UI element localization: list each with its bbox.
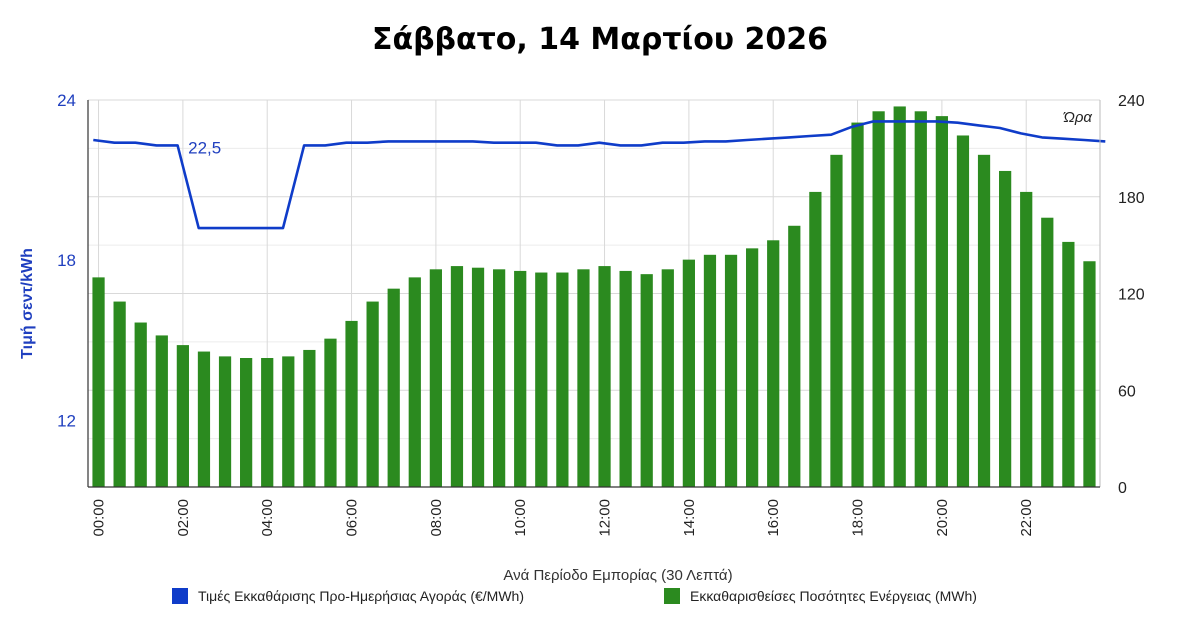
gridlines [88,99,1100,488]
legend-swatch-price [172,588,188,604]
axes [87,100,1101,488]
line-series [93,120,1106,230]
bar [1062,241,1075,487]
bar [345,320,358,487]
bar [366,301,379,487]
legend-label-energy: Εκκαθαρισθείσες Ποσότητες Ενέργειας (MWh… [690,588,977,604]
bar [809,191,822,487]
bar [977,154,991,487]
bar [1020,191,1033,487]
bar [471,267,485,487]
bar [134,322,147,487]
data-label-annotation: 22,5 [188,138,221,157]
bar [493,269,506,487]
x-tick-label: 06:00 [344,499,361,537]
bar [872,111,885,487]
x-tick-label: 08:00 [428,499,445,537]
bar [851,122,864,487]
bar [956,135,970,487]
bar [598,266,611,487]
x-tick-label: 04:00 [259,499,276,537]
y-left-axis-title: Τιμή σεντ/kWh [19,248,36,359]
bar [92,277,105,487]
bar [387,288,400,487]
y-left-tick-label: 12 [57,411,76,430]
bar [240,358,253,487]
bar [577,269,590,487]
bar [197,351,211,487]
x-tick-label: 14:00 [681,499,698,537]
y-left-tick-label: 18 [57,251,76,270]
y-right-tick-label: 240 [1118,93,1145,110]
y-right-tick-label: 60 [1118,383,1136,400]
bar [767,240,780,487]
x-tick-label: 16:00 [765,499,782,537]
bar [1041,217,1054,487]
bar [535,272,548,487]
bar [893,106,906,487]
legend-swatch-energy [664,588,680,604]
y-right-tick-label: 120 [1118,287,1145,304]
bar [408,277,421,487]
bar [450,266,464,487]
price-line [93,120,1106,230]
x-tick-label: 00:00 [91,499,108,537]
chart-title: Σάββατο, 14 Μαρτίου 2026 [371,22,829,57]
legend-item-energy[interactable]: Εκκαθαρισθείσες Ποσότητες Ενέργειας (MWh… [664,588,977,604]
bar [218,356,232,487]
bar [556,272,569,487]
y-left-tick-label: 24 [57,91,76,110]
bar [429,269,442,487]
bar [619,270,632,487]
bar [746,248,759,487]
bar [999,170,1012,487]
bar [324,338,337,487]
x-axis-title: Ανά Περίοδο Εμπορίας (30 Λεπτά) [503,567,732,584]
x-tick-label: 12:00 [597,499,614,537]
bar [1083,261,1096,487]
x-tick-label: 22:00 [1018,499,1035,537]
bar [935,116,948,487]
y-right-axis-title: Ώρα [1063,109,1092,126]
bar [914,111,927,487]
bar [640,274,653,487]
bar [661,269,674,487]
y-right-tick-label: 0 [1118,480,1127,497]
x-tick-label: 10:00 [512,499,529,537]
legend-label-price: Τιμές Εκκαθάρισης Προ-Ημερήσιας Αγοράς (… [198,588,524,604]
legend-item-price[interactable]: Τιμές Εκκαθάρισης Προ-Ημερήσιας Αγοράς (… [172,588,524,604]
bar [113,301,126,487]
bar [303,349,316,487]
x-tick-label: 20:00 [934,499,951,537]
bar [788,225,801,487]
legend: Τιμές Εκκαθάρισης Προ-Ημερήσιας Αγοράς (… [0,588,1200,608]
bar-series [92,106,1096,487]
bar [176,345,189,487]
y-right-tick-label: 180 [1118,190,1145,207]
bar [155,335,168,487]
bar [703,254,717,487]
bar [282,356,295,487]
bar [261,358,274,487]
bar [514,270,527,487]
axis-labels: 0 60 120 180 240 22,5 12 18 24 00:00 02:00 04:00 06:… [19,91,1145,584]
x-tick-label: 18:00 [850,499,867,537]
bar [830,154,843,487]
x-tick-label: 02:00 [175,499,192,537]
bar [724,254,738,487]
bar [682,259,695,487]
